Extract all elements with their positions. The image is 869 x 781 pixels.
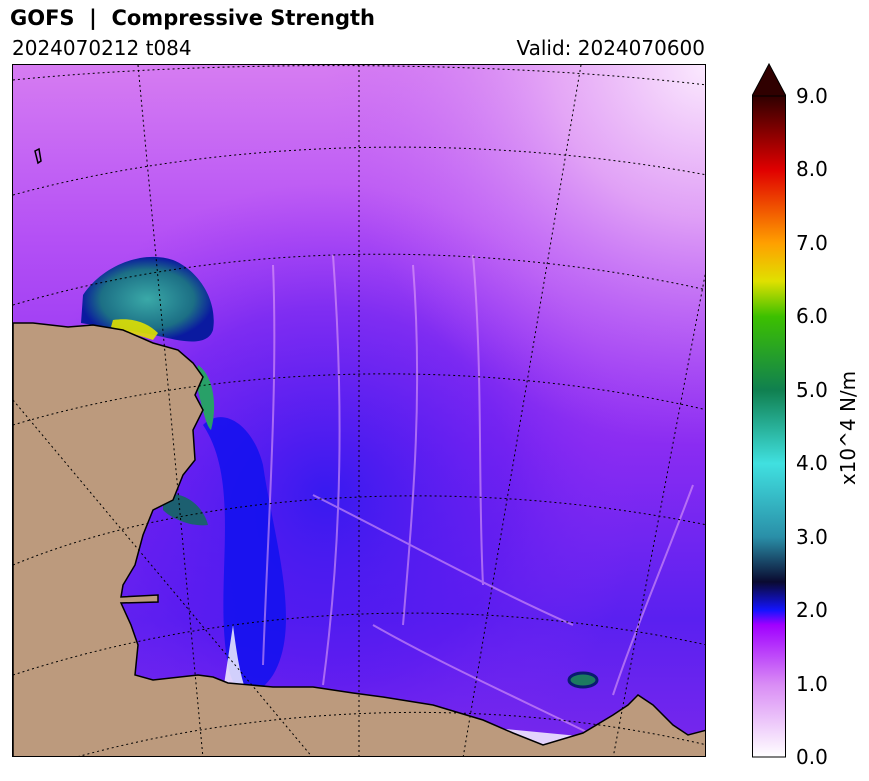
colorbar-tick-label: 1.0 <box>796 671 828 696</box>
figure-title: GOFS | Compressive Strength <box>10 6 375 30</box>
colorbar-gradient <box>752 95 786 758</box>
colorbar-tick-label: 7.0 <box>796 230 828 255</box>
colorbar-tick-label: 3.0 <box>796 524 828 549</box>
colorbar-svg <box>751 62 787 758</box>
small-teal-patch <box>567 671 599 689</box>
ice-leads <box>262 254 694 746</box>
run-timestamp: 2024070212 t084 <box>12 36 192 60</box>
colorbar-tick-label: 4.0 <box>796 451 828 476</box>
graticule <box>13 65 705 756</box>
colorbar-tick-label: 5.0 <box>796 377 828 402</box>
map-canvas <box>13 65 705 756</box>
colorbar-extend-arrow <box>751 62 787 97</box>
colorbar-tick-label: 6.0 <box>796 304 828 329</box>
yellow-ice-streak <box>111 319 158 340</box>
island-outline <box>34 147 42 165</box>
colorbar-label: x10^4 N/m <box>836 370 860 486</box>
colorbar-tick-label: 9.0 <box>796 84 828 108</box>
dark-teal-patch <box>163 494 208 526</box>
colorbar-tick-label: 2.0 <box>796 598 828 623</box>
colorbar-tick-label: 8.0 <box>796 157 828 182</box>
landmass <box>13 322 705 756</box>
valid-timestamp: Valid: 2024070600 <box>516 36 705 60</box>
colorbar <box>751 62 787 758</box>
colorbar-tick-label: 0.0 <box>796 745 828 769</box>
map-panel <box>12 64 706 757</box>
